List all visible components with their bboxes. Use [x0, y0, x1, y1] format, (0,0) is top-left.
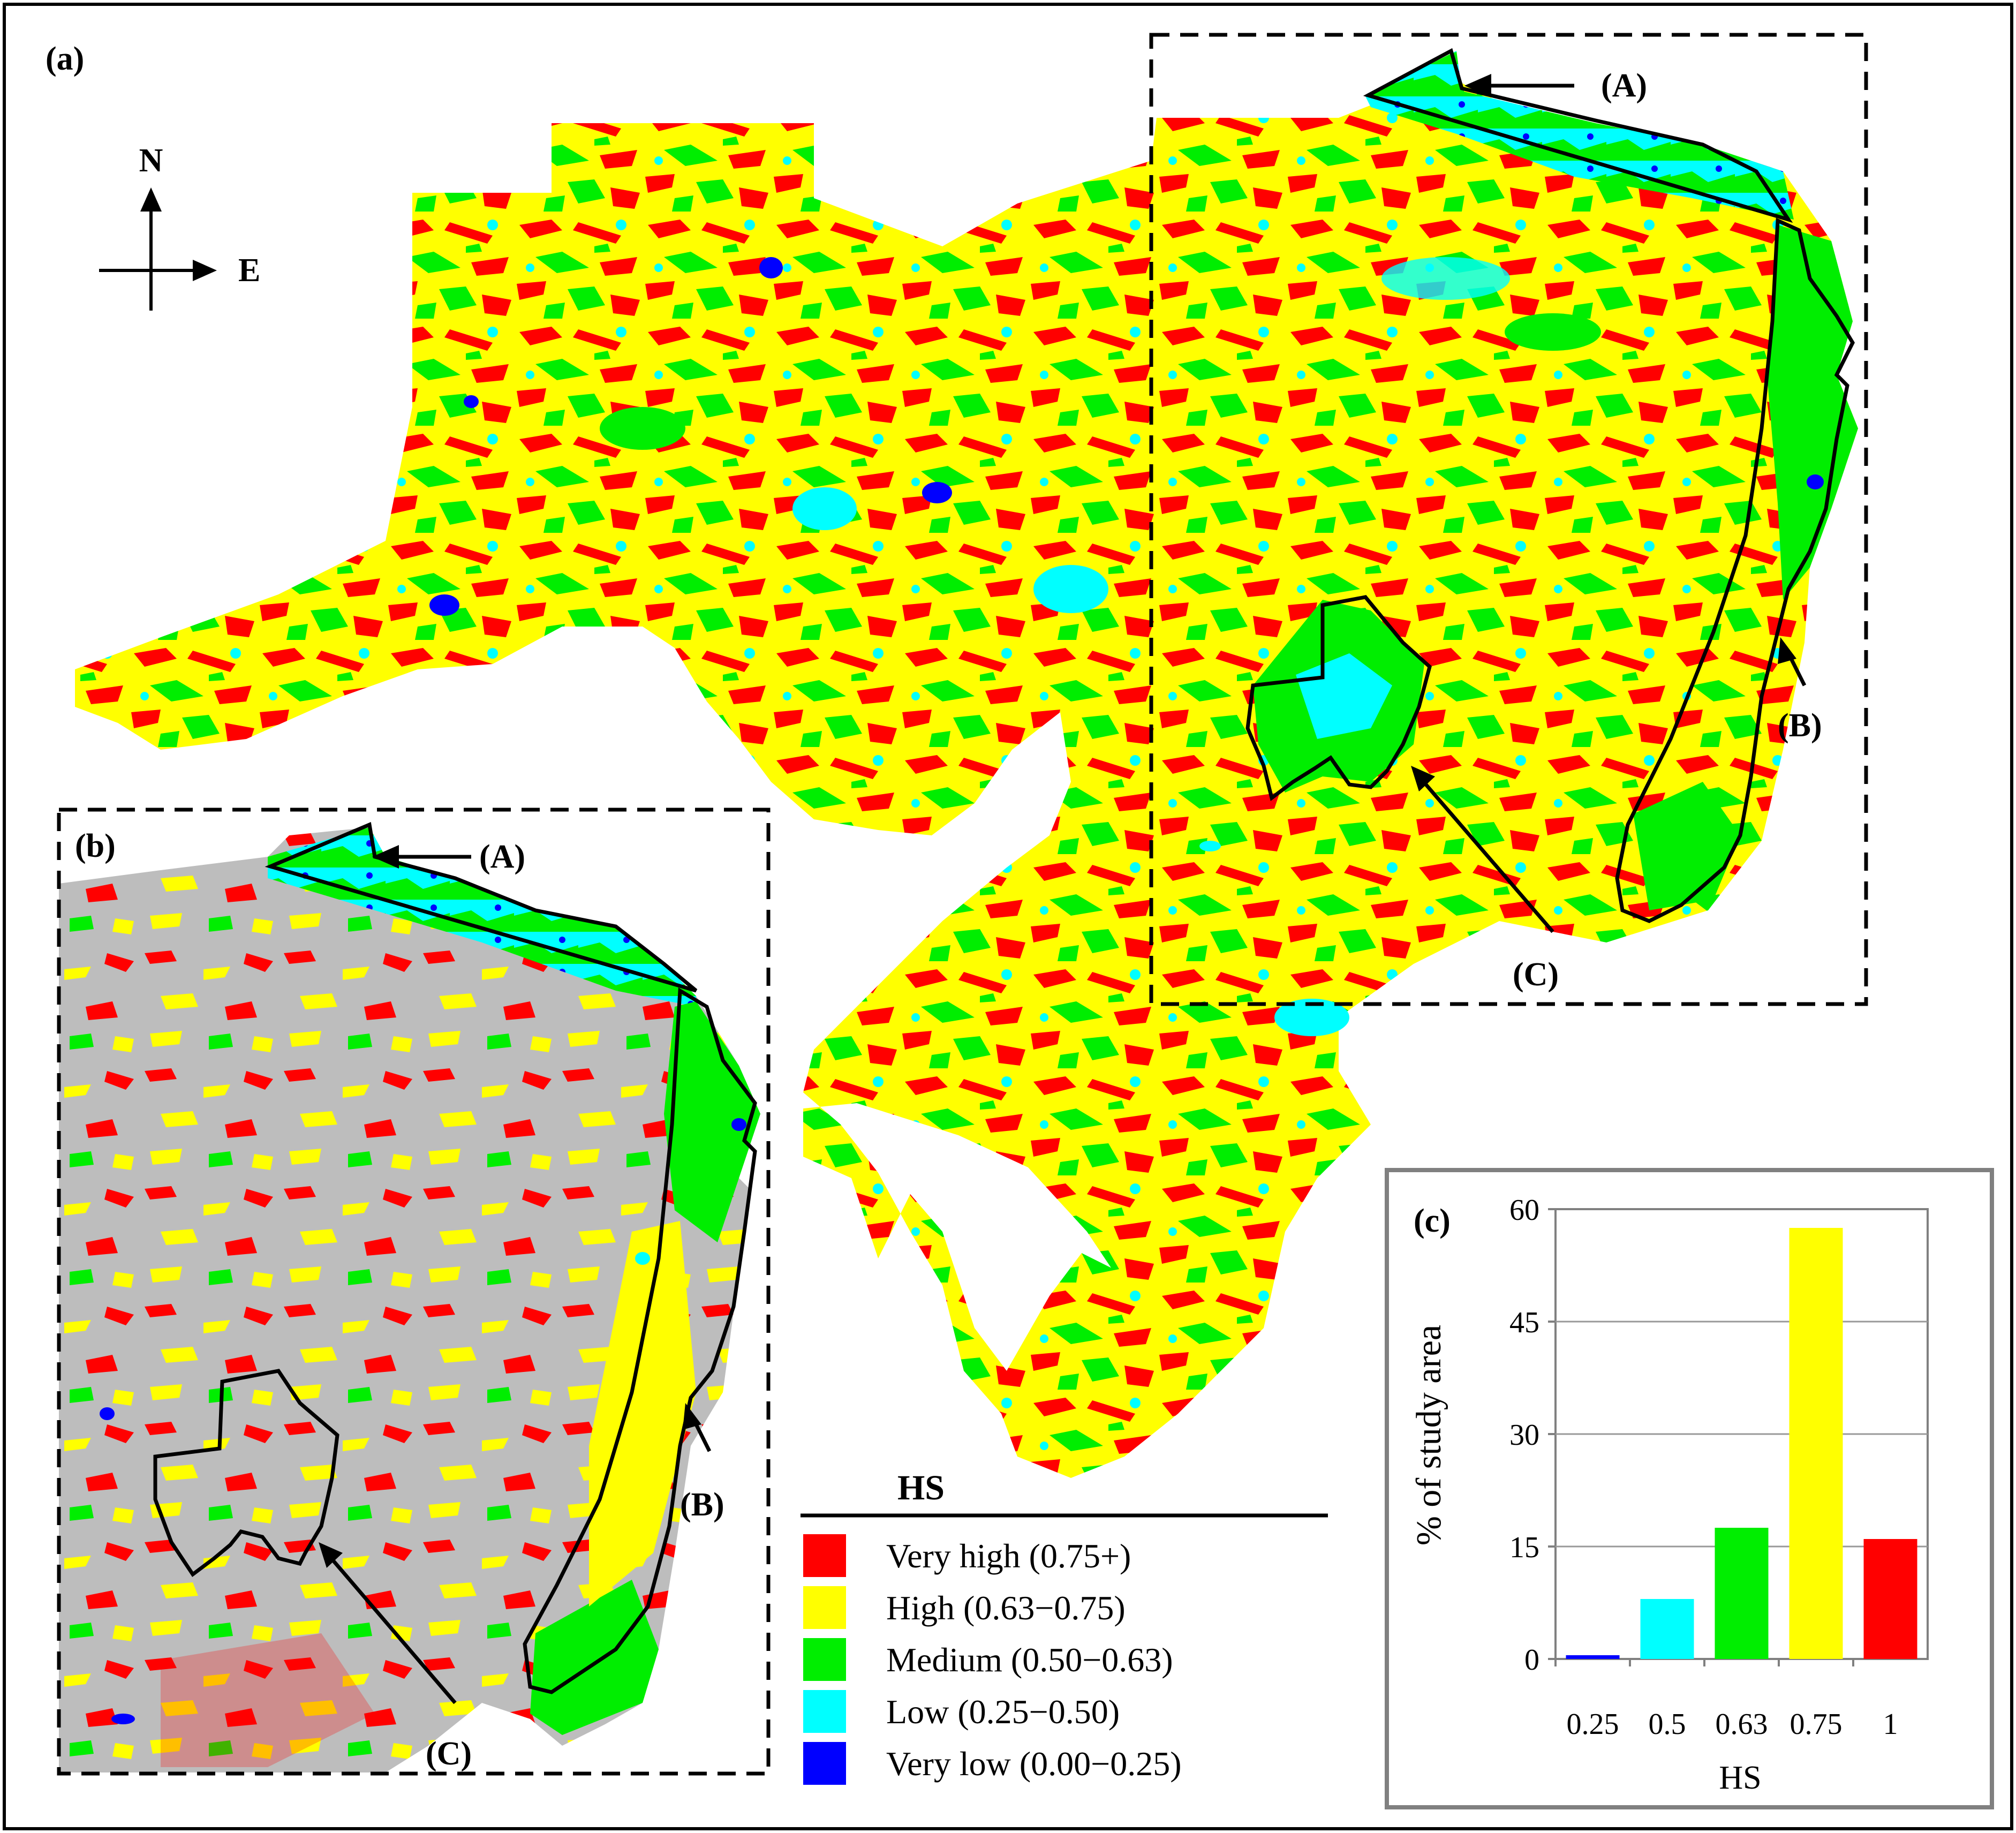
y-tick-label-4: 60	[1509, 1194, 1539, 1227]
x-tick-label-1: 0.5	[1649, 1708, 1686, 1741]
y-tick-label-3: 45	[1509, 1306, 1539, 1339]
legend: Very high (0.75+) High (0.63−0.75) Medium …	[801, 1513, 1328, 1785]
callout-a-label: (A)	[1601, 67, 1647, 104]
bar-1	[1863, 1539, 1917, 1659]
chart-panel: 0 15 30 45 60 0.25 0.5 0.63 0.75 1	[1385, 1168, 1994, 1809]
panel-a-zones	[1245, 48, 1855, 923]
zone-b-frame	[57, 808, 771, 1776]
zone-a-outline	[1363, 48, 1793, 223]
callout-b-label-b: (B)	[680, 1487, 724, 1523]
study-area-map	[75, 80, 1858, 1478]
legend-label-3: Low (0.25−0.50)	[886, 1693, 1120, 1731]
north-arrow	[99, 187, 217, 311]
y-tick-label-0: 0	[1524, 1643, 1539, 1677]
panel-b-map	[59, 827, 760, 1772]
callout-b-label: (B)	[1778, 707, 1822, 744]
legend-swatch-1	[803, 1586, 846, 1629]
panel-b-study-area	[59, 827, 760, 1772]
chart-panel-label: (c)	[1414, 1203, 1451, 1239]
panel-a-label: (a)	[46, 41, 84, 77]
panel-b-callouts	[319, 845, 712, 1704]
bar-0.5	[1640, 1599, 1694, 1659]
legend-swatch-3	[803, 1690, 846, 1733]
zone-c-outline	[1245, 595, 1432, 801]
x-tick-label-4: 1	[1883, 1708, 1898, 1741]
panel-a-map	[75, 51, 1858, 1478]
legend-label-4: Very low (0.00−0.25)	[886, 1745, 1182, 1783]
legend-swatch-0	[803, 1534, 846, 1577]
compass-north-label: N	[139, 142, 163, 179]
y-tick-label-2: 30	[1509, 1419, 1539, 1452]
zone-a-frame	[1149, 33, 1868, 1006]
zone-a-outline-b	[265, 822, 698, 993]
legend-title: HS	[897, 1468, 945, 1507]
x-tick-label-0: 0.25	[1567, 1708, 1619, 1741]
x-tick-label-2: 0.63	[1716, 1708, 1768, 1741]
legend-label-2: Medium (0.50−0.63)	[886, 1641, 1173, 1679]
zone-b-outline-b	[523, 987, 757, 1694]
bar-0.25	[1566, 1655, 1620, 1659]
panel-b-label: (b)	[75, 828, 116, 864]
compass-east-label: E	[238, 252, 260, 289]
chart-x-axis-label: HS	[1719, 1760, 1761, 1796]
legend-label-1: High (0.63−0.75)	[886, 1589, 1126, 1627]
callout-a-label-b: (A)	[479, 839, 525, 875]
x-tick-label-3: 0.75	[1790, 1708, 1843, 1741]
zone-b-outline	[1615, 217, 1855, 923]
y-tick-label-1: 15	[1509, 1531, 1539, 1564]
zone-c-outline-b	[153, 1369, 339, 1578]
legend-swatch-4	[803, 1742, 846, 1785]
panel-b-zones	[153, 822, 757, 1694]
legend-swatch-2	[803, 1638, 846, 1681]
panel-a-callouts	[1411, 74, 1807, 933]
chart-y-axis-label: % of study area	[1409, 1325, 1448, 1545]
legend-label-0: Very high (0.75+)	[886, 1537, 1131, 1575]
bar-0.75	[1789, 1228, 1843, 1659]
callout-c-label-b: (C)	[426, 1736, 472, 1772]
bar-0.63	[1715, 1528, 1769, 1659]
callout-c-label: (C)	[1513, 956, 1559, 993]
